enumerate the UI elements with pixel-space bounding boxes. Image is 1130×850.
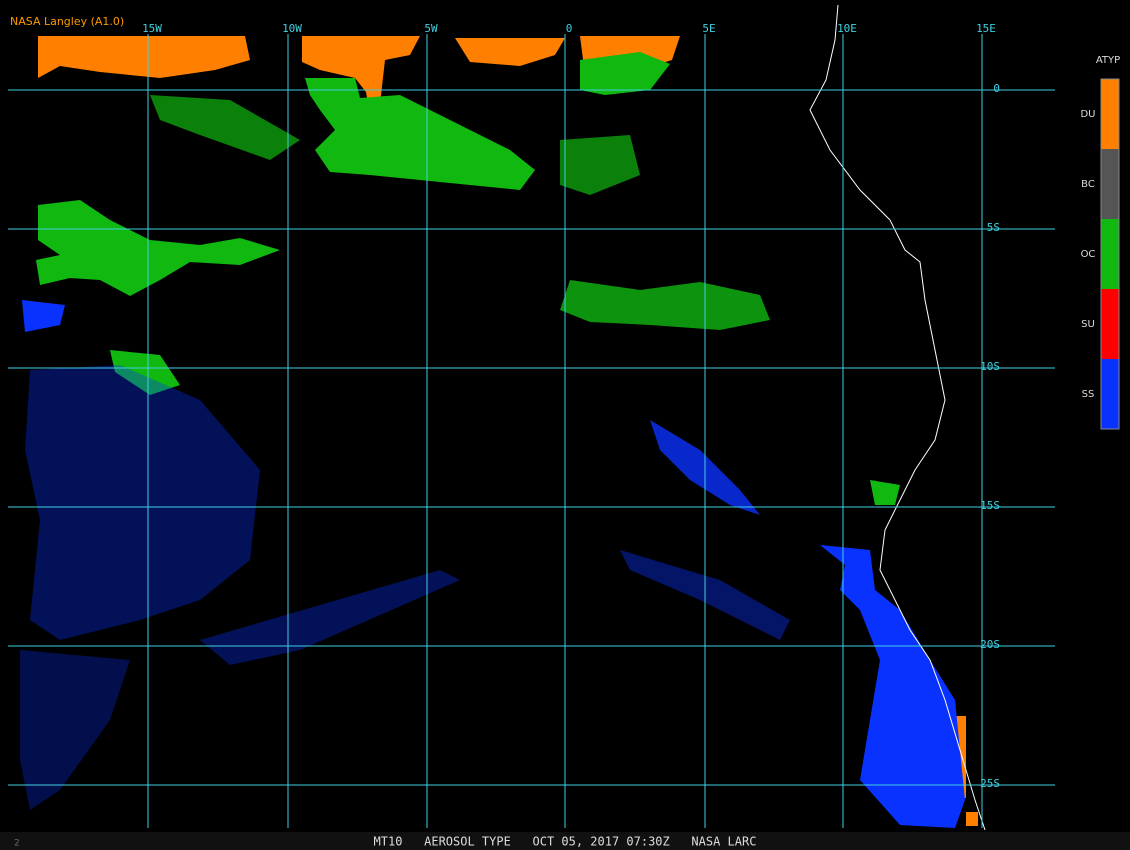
corner-mark: 2 [14,839,20,849]
credit: NASA Langley (A1.0) [10,15,124,28]
ss-region [22,300,65,332]
latitude-label: 15S [980,499,1000,512]
legend-swatch [1101,79,1119,149]
legend-title: ATYP [1096,55,1120,66]
dust-region [302,36,420,104]
legend-swatch [1101,149,1119,219]
dust-region [38,36,250,78]
legend-label: SS [1082,389,1095,400]
oc-region [560,135,640,195]
ss-region [20,650,130,810]
legend-swatch [1101,359,1119,429]
longitude-label: 5E [702,22,715,35]
coastline [809,4,986,831]
longitude-label: 5W [424,22,438,35]
longitude-label: 15E [976,22,996,35]
latitude-label: 25S [980,777,1000,790]
legend-label: DU [1080,109,1095,120]
longitude-label: 10W [282,22,302,35]
oc-region [560,280,770,330]
oc-region [36,200,280,296]
legend: DU BC OC SU SS [1080,78,1120,430]
latitude-label: 5S [987,221,1000,234]
oc-region [150,95,300,160]
longitude-label: 0 [566,22,573,35]
legend-label: BC [1081,179,1095,190]
legend-swatch [1101,219,1119,289]
ss-region [820,545,965,828]
footer-caption: MT10 AEROSOL TYPE OCT 05, 2017 07:30Z NA… [374,835,757,849]
oc-region [580,52,670,95]
ss-region [200,570,460,665]
longitude-label: 15W [142,22,162,35]
ss-region [25,365,260,640]
legend-label: OC [1081,249,1096,260]
legend-swatch [1101,289,1119,359]
footer-bar [0,832,1130,850]
legend-frame [1100,78,1120,430]
latitude-label: 20S [980,638,1000,651]
legend-label: SU [1081,319,1095,330]
graticule: 15W 10W 5W 0 5E 10E 15E 0 5S 10S 15S 20S 25S [8,22,1055,828]
latitude-label: 0 [993,82,1000,95]
latitude-label: 10S [980,360,1000,373]
oc-region [870,480,900,505]
dust-region [966,812,978,826]
longitude-label: 10E [837,22,857,35]
oc-region [110,350,180,395]
aerosol-field [20,36,978,828]
dust-region [455,38,565,66]
oc-region [305,78,535,190]
